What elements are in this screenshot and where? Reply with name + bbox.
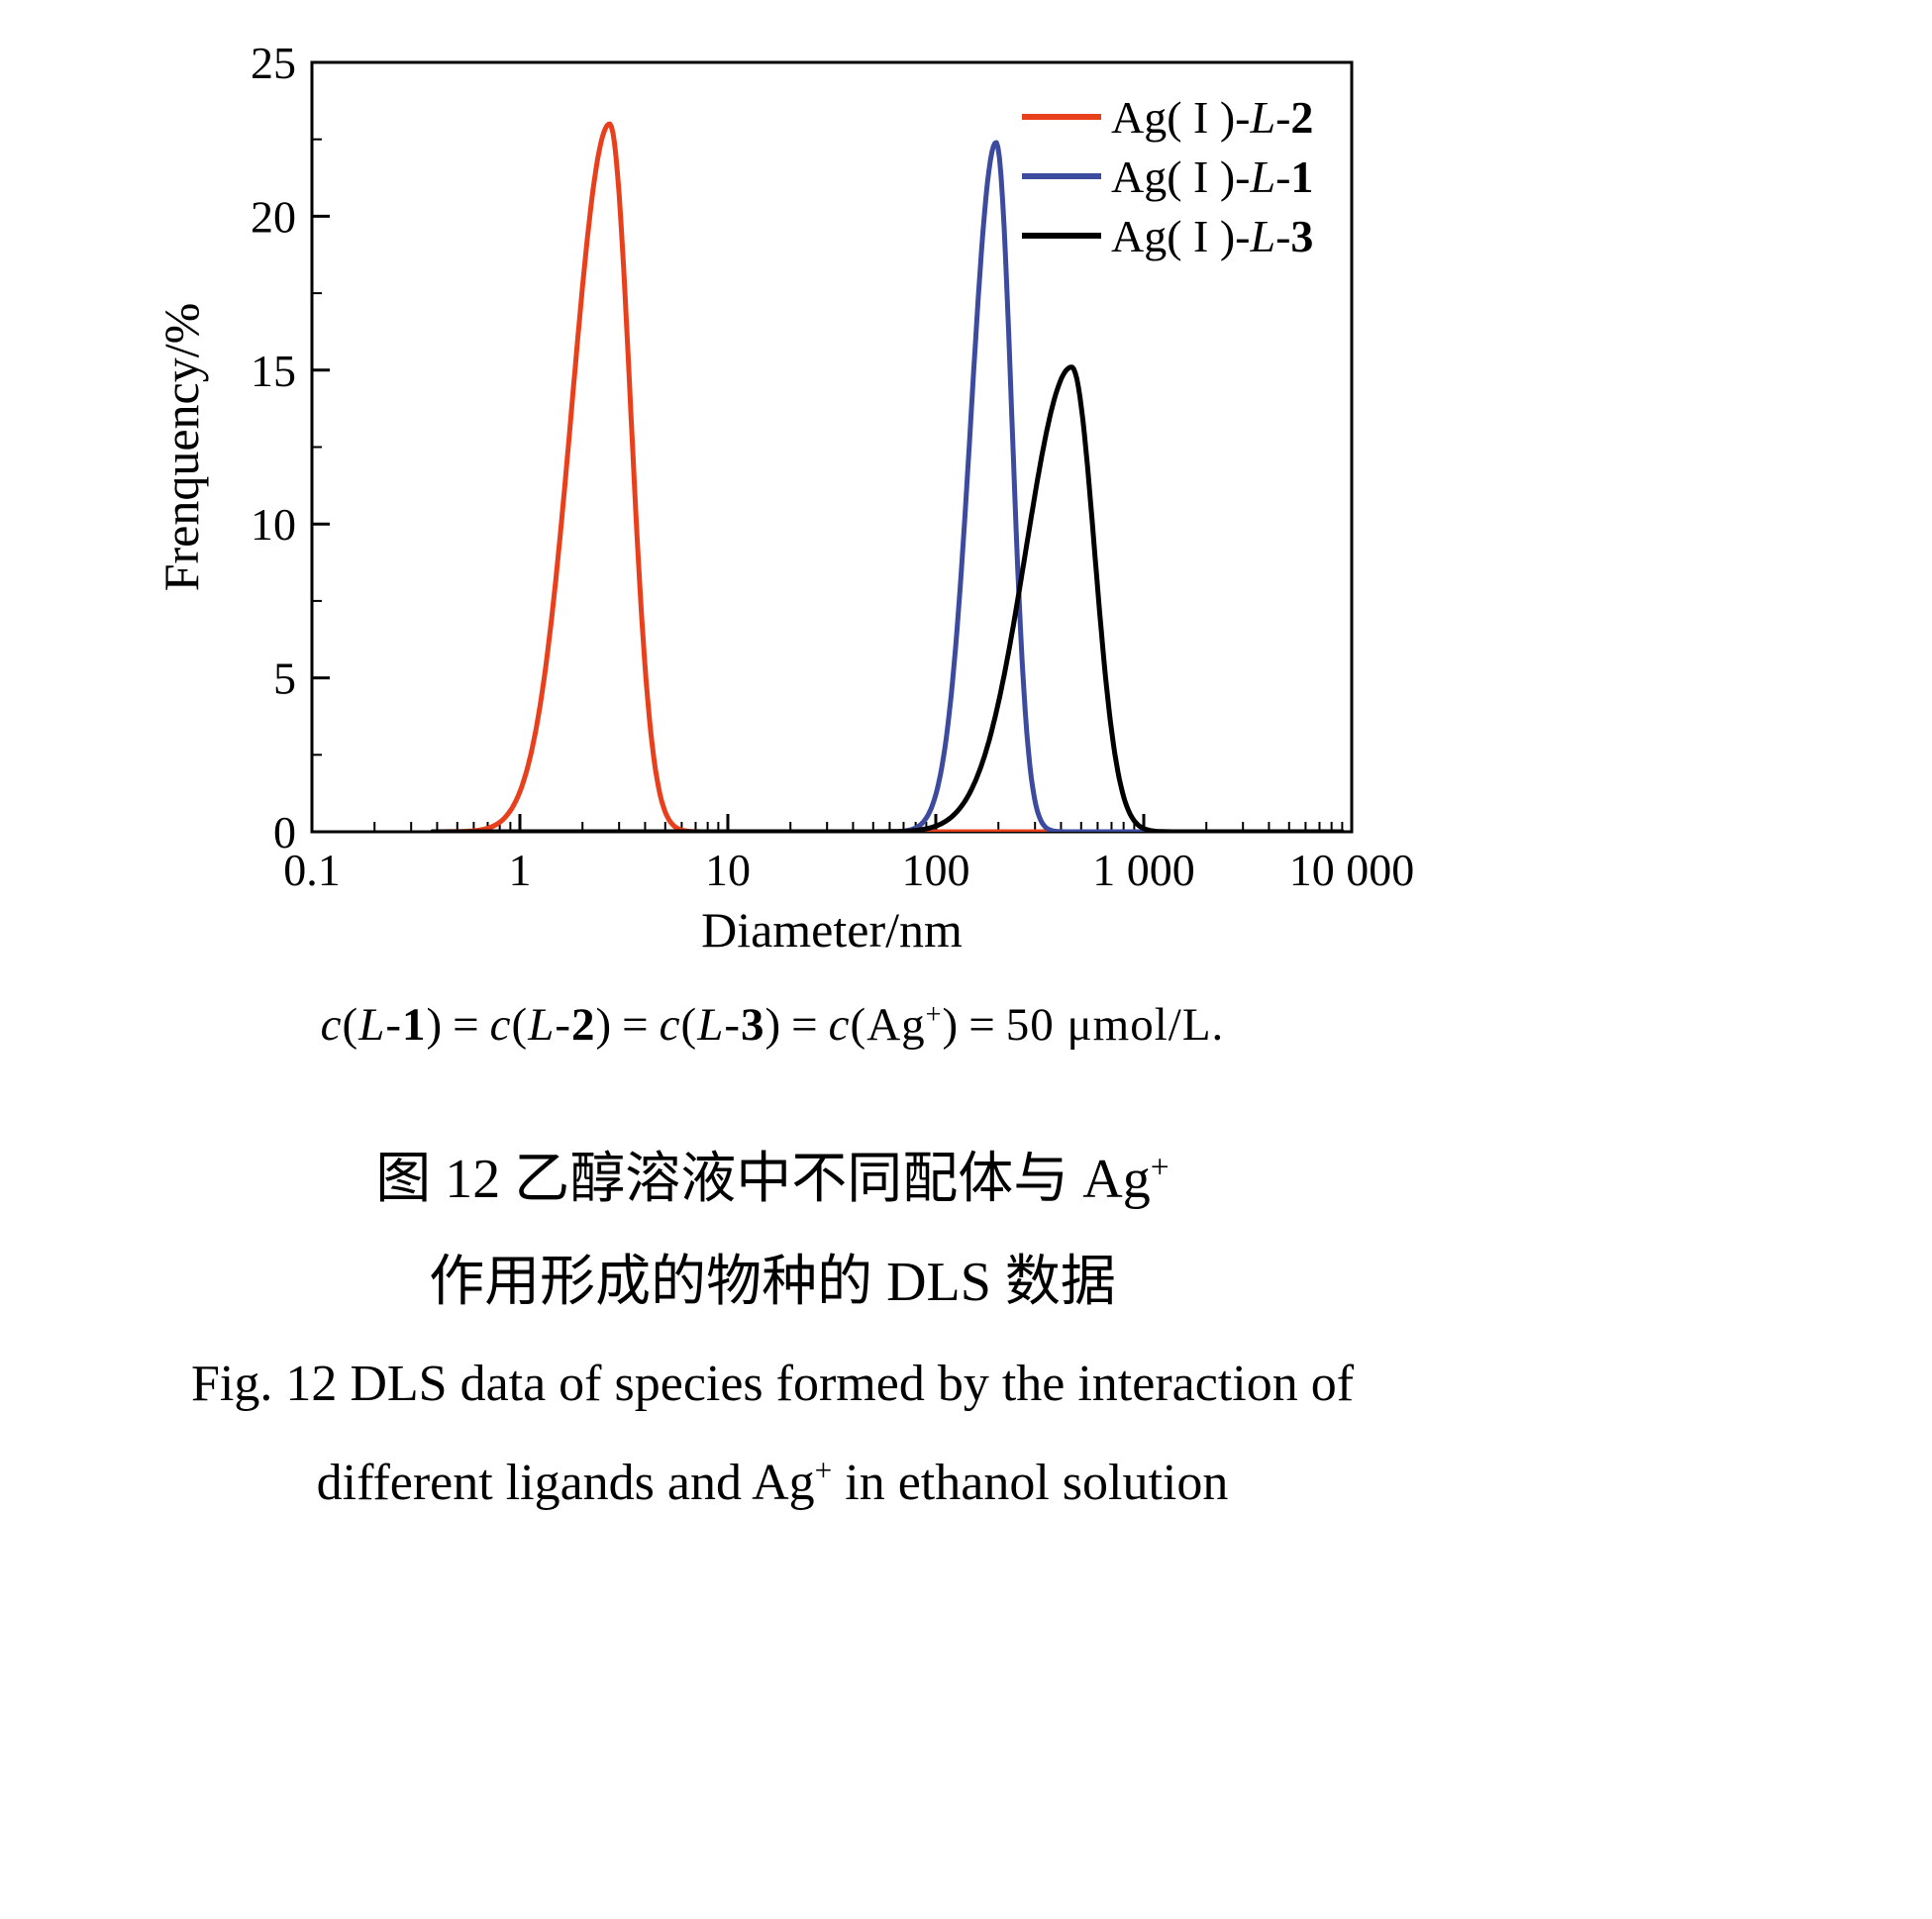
series-curve-Ag(I)-L-3 [430, 364, 1345, 832]
text-segment: 3 [741, 999, 765, 1051]
text-segment: = [791, 999, 819, 1051]
legend-label-0: Ag( I )-L-2 [1111, 92, 1313, 143]
series-group [430, 121, 1345, 832]
text-segment: = [453, 999, 480, 1051]
text-segment: 50 μmol/L. [1005, 999, 1225, 1051]
legend-label-1: Ag( I )-L-1 [1111, 152, 1313, 202]
text-segment: c [659, 999, 681, 1051]
text-segment: ) [595, 999, 613, 1051]
text-segment: ) [764, 999, 782, 1051]
text-segment: c [320, 999, 343, 1051]
y-tick-label: 0 [273, 807, 296, 858]
caption-zh-line1: 图 12 乙醇溶液中不同配体与 Ag+ [0, 1129, 1545, 1232]
y-tick-label: 15 [251, 346, 296, 396]
y-tick-label: 25 [251, 38, 296, 88]
text-segment: L [528, 999, 556, 1051]
x-tick-label: 10 000 [1289, 845, 1415, 895]
legend: Ag( I )-L-2 Ag( I )-L-1 Ag( I )-L-3 [1022, 92, 1313, 261]
caption-zh: 图 12 乙醇溶液中不同配体与 Ag+ 作用形成的物种的 DLS 数据 [0, 1129, 1545, 1334]
x-tick-label: 1 000 [1092, 845, 1195, 895]
text-segment: ( [511, 999, 529, 1051]
text-segment: 2 [571, 999, 596, 1051]
dls-line-chart: 0.1 1 10 100 1 000 10 000 0 5 10 15 20 25 Diameter/n… [153, 38, 1414, 958]
text-segment: + [925, 999, 943, 1031]
text-segment: L [358, 999, 386, 1051]
text-segment: ( [680, 999, 698, 1051]
condition-line: c(L-1) = c(L-2) = c(L-3) = c(Ag+) = 50 μmol/L. [0, 998, 1545, 1052]
text-segment: = [968, 999, 996, 1051]
text-segment: L [697, 999, 725, 1051]
text-segment: c [489, 999, 512, 1051]
y-axis-title: Frenquency/% [153, 303, 209, 592]
x-tick-label: 100 [902, 845, 970, 895]
axes: 0.1 1 10 100 1 000 10 000 0 5 10 15 20 25 Diameter/n… [153, 38, 1414, 958]
text-segment: in ethanol solution [832, 1454, 1229, 1511]
text-segment: ) [426, 999, 444, 1051]
text-segment: Fig. 12 DLS data of species formed by th… [190, 1356, 1355, 1412]
text-segment: different ligands and Ag [316, 1454, 815, 1511]
text-segment: ( [342, 999, 359, 1051]
text-segment: (Ag [850, 999, 926, 1051]
series-curve-Ag(I)-L-2 [430, 121, 1345, 832]
text-segment: ) [942, 999, 960, 1051]
legend-label-2: Ag( I )-L-3 [1111, 211, 1313, 261]
text-segment: = [622, 999, 650, 1051]
text-segment: - [724, 999, 741, 1051]
text-segment: c [828, 999, 851, 1051]
text-segment: + [814, 1453, 833, 1488]
y-tick-label: 20 [251, 191, 296, 242]
caption-en-line2: different ligands and Ag+ in ethanol sol… [0, 1434, 1545, 1533]
y-tick-label: 10 [251, 499, 296, 550]
x-tick-label: 0.1 [283, 845, 341, 895]
text-segment: 图 12 乙醇溶液中不同配体与 Ag [375, 1149, 1151, 1210]
caption-zh-line2: 作用形成的物种的 DLS 数据 [0, 1232, 1545, 1335]
y-tick-label: 5 [273, 654, 296, 704]
caption-en: Fig. 12 DLS data of species formed by th… [0, 1335, 1545, 1533]
text-segment: - [555, 999, 571, 1051]
text-segment: 1 [402, 999, 427, 1051]
x-tick-label: 10 [705, 845, 751, 895]
text-segment: 作用形成的物种的 DLS 数据 [429, 1251, 1116, 1313]
caption-en-line1: Fig. 12 DLS data of species formed by th… [0, 1335, 1545, 1434]
text-segment: - [385, 999, 402, 1051]
text-segment: + [1150, 1149, 1169, 1186]
x-axis-title: Diameter/nm [701, 902, 963, 958]
x-tick-label: 1 [509, 845, 532, 895]
